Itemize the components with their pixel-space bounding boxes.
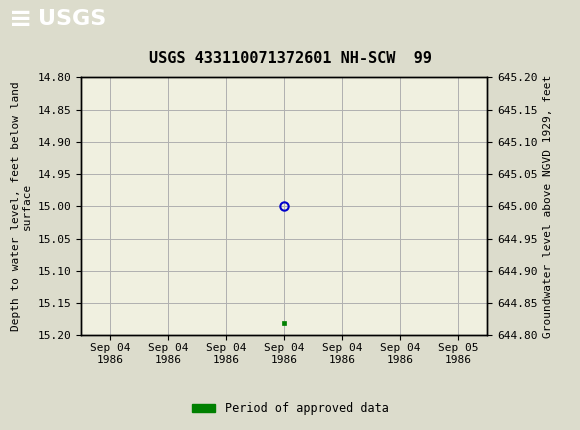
Legend: Period of approved data: Period of approved data [187,397,393,420]
Text: ≡: ≡ [9,5,32,34]
Text: USGS: USGS [38,9,106,29]
Y-axis label: Groundwater level above NGVD 1929, feet: Groundwater level above NGVD 1929, feet [543,75,553,338]
Text: USGS 433110071372601 NH-SCW  99: USGS 433110071372601 NH-SCW 99 [148,51,432,65]
Y-axis label: Depth to water level, feet below land
surface: Depth to water level, feet below land su… [10,82,32,331]
